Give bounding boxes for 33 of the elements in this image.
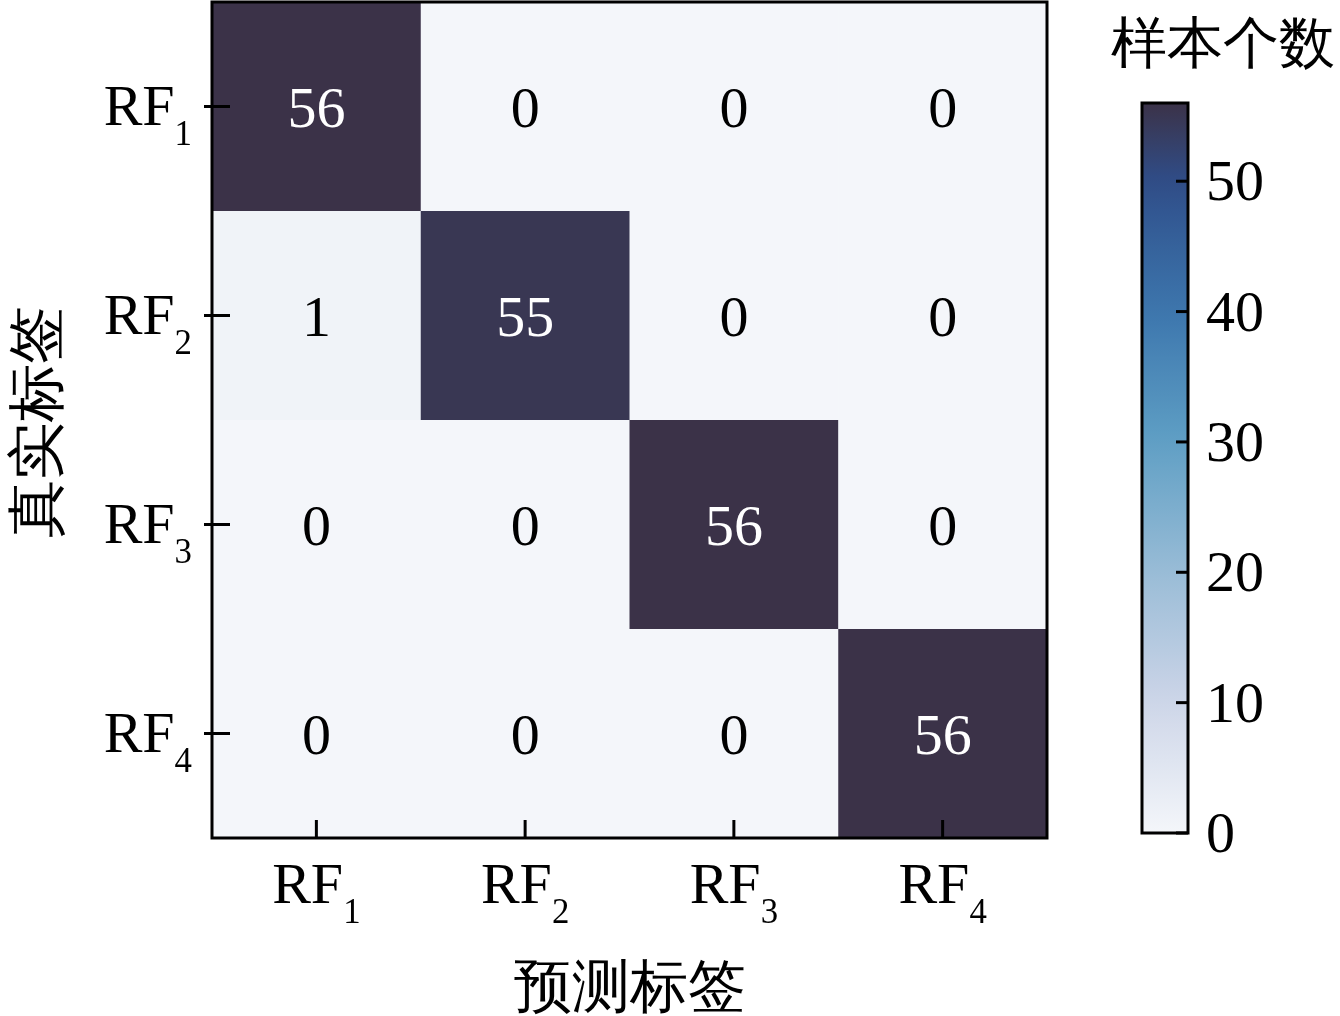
data-label: 0 xyxy=(510,74,540,140)
x-tick-label: RF$_{1}$ xyxy=(272,851,361,931)
x-tick-label: RF$_{4}$ xyxy=(898,851,987,931)
y-tick-label: RF$_{2}$ xyxy=(103,281,192,361)
data-label: 1 xyxy=(301,283,331,349)
color-bar-label: 30 xyxy=(1206,408,1264,474)
y-axis-title: 真实标签 xyxy=(4,306,69,538)
y-tick-label: RF$_{1}$ xyxy=(103,72,192,152)
data-label: 0 xyxy=(928,74,958,140)
color-bar-label: 40 xyxy=(1206,278,1264,344)
data-label: 56 xyxy=(287,74,346,140)
color-bar-label: 20 xyxy=(1206,539,1264,605)
data-label: 0 xyxy=(301,701,331,767)
color-bar-label: 50 xyxy=(1206,148,1264,214)
color-bar-label: 10 xyxy=(1206,669,1264,735)
data-label: 0 xyxy=(510,492,540,558)
data-label: 0 xyxy=(928,283,958,349)
y-tick-label: RF$_{3}$ xyxy=(103,490,192,570)
x-tick-label: RF$_{3}$ xyxy=(689,851,779,931)
data-label: 56 xyxy=(913,701,972,767)
data-label: 0 xyxy=(719,701,749,767)
y-tick-label: RF$_{4}$ xyxy=(103,699,192,779)
data-label: 55 xyxy=(496,283,555,349)
color-bar-title: 样本个数 xyxy=(1111,12,1335,74)
x-tick-label: RF$_{2}$ xyxy=(480,851,570,931)
data-label: 0 xyxy=(719,283,749,349)
data-label: 0 xyxy=(510,701,540,767)
x-axis-title: 预测标签 xyxy=(513,954,746,1016)
data-label: 0 xyxy=(928,492,958,558)
data-label: 56 xyxy=(704,492,763,558)
color-bar-label: 0 xyxy=(1206,800,1235,865)
data-label: 0 xyxy=(301,492,331,558)
data-label: 0 xyxy=(719,74,749,140)
